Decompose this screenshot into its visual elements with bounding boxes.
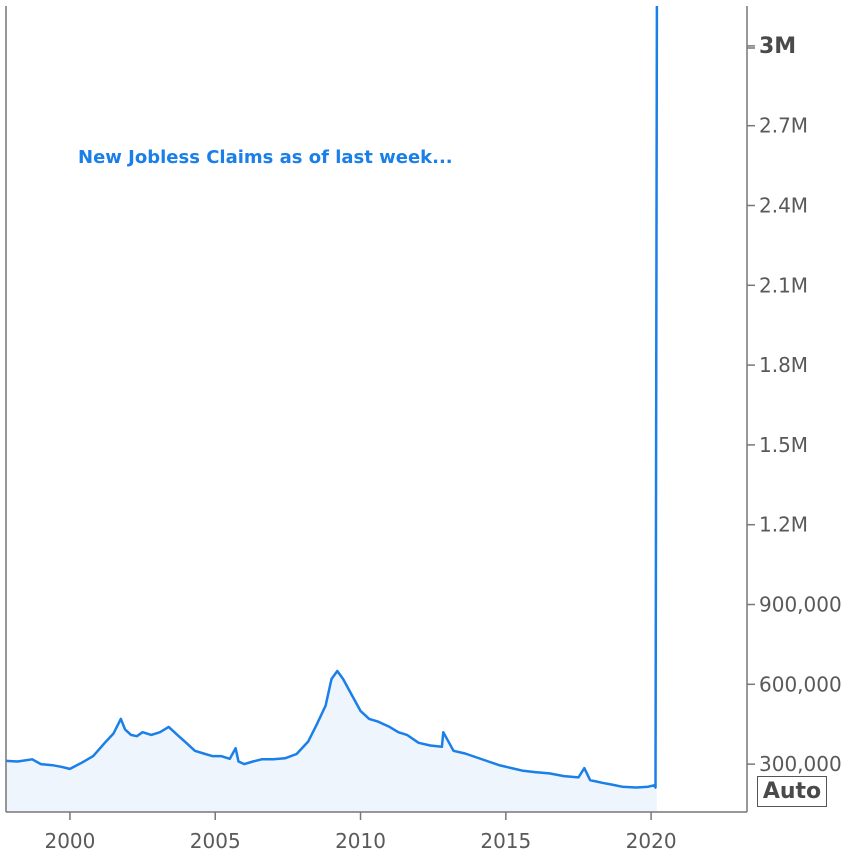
y-tick-label: 600,000: [759, 672, 842, 696]
auto-scale-button[interactable]: Auto: [757, 776, 827, 807]
y-tick-label: 2.4M: [759, 194, 808, 218]
chart-annotation: New Jobless Claims as of last week...: [78, 147, 453, 168]
y-tick-label: 1.2M: [759, 513, 808, 537]
x-tick-label: 2010: [335, 829, 386, 853]
y-tick-label: 1.5M: [759, 433, 808, 457]
y-tick-label: 3M: [759, 34, 796, 59]
x-tick-label: 2015: [480, 829, 531, 853]
y-tick-label: 900,000: [759, 593, 842, 617]
series-line: [5, 5, 659, 789]
y-tick-label: 1.8M: [759, 353, 808, 377]
y-tick-label: 300,000: [759, 752, 842, 776]
x-tick-label: 2005: [190, 829, 241, 853]
x-tick-label: 2000: [44, 829, 95, 853]
y-tick-label: 2.7M: [759, 114, 808, 138]
series-area: [6, 6, 657, 812]
x-tick-label: 2020: [626, 829, 677, 853]
y-tick-label: 2.1M: [759, 273, 808, 297]
